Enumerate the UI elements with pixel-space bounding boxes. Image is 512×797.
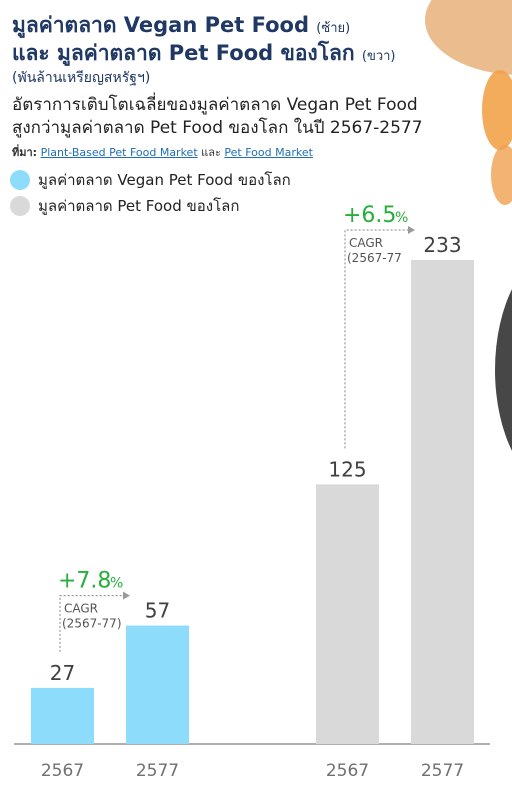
- data-label-1-0: 125: [328, 457, 366, 481]
- chart-title-line2: และ มูลค่าตลาด Pet Food ของโลก (ขวา): [12, 41, 396, 65]
- unit-label: (พันล้านเหรียญสหรัฐฯ): [12, 70, 151, 86]
- source-line: ที่มา: Plant-Based Pet Food Market และ P…: [12, 143, 313, 161]
- legend-swatch-petfood: [10, 196, 30, 216]
- x-tick-label-0-0: 2567: [41, 761, 84, 781]
- chart-subtitle: อัตราการเติบโตเฉลี่ยของมูลค่าตลาด Vegan …: [12, 94, 482, 140]
- legend-item-vegan: มูลค่าตลาด Vegan Pet Food ของโลก: [10, 168, 291, 192]
- title-side-left: (ซ้าย): [316, 21, 351, 36]
- legend-label-vegan: มูลค่าตลาด Vegan Pet Food ของโลก: [38, 171, 291, 189]
- x-tick-label-1-1: 2577: [421, 761, 464, 781]
- chart-title-line1: มูลค่าตลาด Vegan Pet Food (ซ้าย): [12, 13, 351, 37]
- cagr-arrowhead-0: [123, 591, 130, 600]
- data-label-0-0: 27: [50, 661, 75, 685]
- x-tick-label-0-1: 2577: [136, 761, 179, 781]
- bar-0-1: [126, 625, 189, 744]
- source-and: และ: [201, 146, 221, 159]
- cagr-unit-0: %: [110, 576, 123, 592]
- bar-1-0: [316, 484, 379, 744]
- cagr-period-1: (2567-77: [347, 251, 402, 265]
- cagr-value-1: +6.5: [343, 203, 396, 228]
- cagr-connector-1: [344, 229, 409, 449]
- source-link-pet-food[interactable]: Pet Food Market: [224, 146, 313, 159]
- cagr-label-0: CAGR: [64, 602, 98, 616]
- subtitle-line1: อัตราการเติบโตเฉลี่ยของมูลค่าตลาด Vegan …: [12, 95, 418, 115]
- cagr-label-1: CAGR: [349, 236, 383, 250]
- legend-label-petfood: มูลค่าตลาด Pet Food ของโลก: [38, 197, 240, 215]
- cagr-period-0: (2567-77): [62, 617, 122, 631]
- bar-0-0: [31, 687, 94, 744]
- bar-1-1: [411, 260, 474, 744]
- source-label: ที่มา:: [12, 146, 38, 159]
- subtitle-line2: สูงกว่ามูลค่าตลาด Pet Food ของโลก ในปี 2…: [12, 118, 423, 138]
- legend-item-petfood: มูลค่าตลาด Pet Food ของโลก: [10, 194, 239, 218]
- cagr-connector-0: [59, 594, 124, 652]
- cagr-value-0: +7.8: [58, 569, 111, 594]
- title-side-right: (ขวา): [361, 49, 396, 64]
- cagr-unit-1: %: [395, 210, 408, 226]
- x-tick-label-1-0: 2567: [326, 761, 369, 781]
- legend-swatch-vegan: [10, 170, 30, 190]
- source-link-plant-based[interactable]: Plant-Based Pet Food Market: [40, 146, 198, 159]
- data-label-1-1: 233: [423, 233, 461, 257]
- cagr-arrowhead-1: [408, 226, 415, 234]
- data-label-0-1: 57: [145, 599, 170, 623]
